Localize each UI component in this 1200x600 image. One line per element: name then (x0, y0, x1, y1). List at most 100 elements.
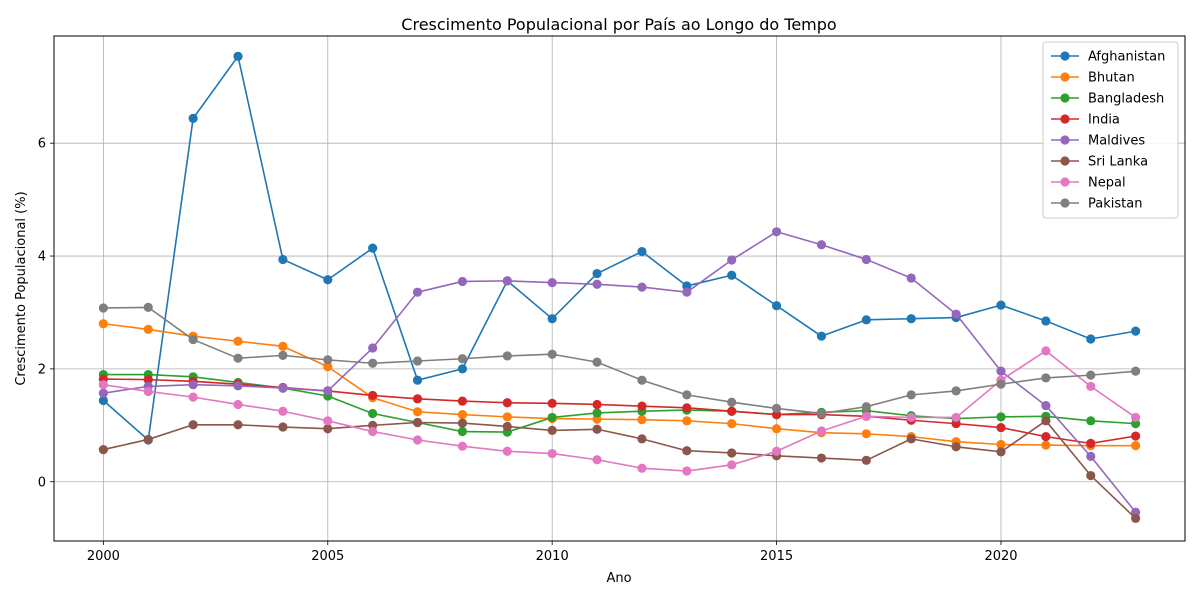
legend-label: Sri Lanka (1088, 155, 1148, 170)
data-point-afghanistan (1086, 334, 1096, 344)
data-point-bhutan (278, 341, 288, 351)
data-point-afghanistan (547, 314, 557, 324)
data-point-pakistan (278, 350, 288, 360)
data-point-nepal (412, 435, 423, 445)
data-point-bhutan (771, 424, 782, 434)
legend-swatch-marker (1060, 114, 1070, 124)
data-point-pakistan (771, 403, 782, 414)
y-axis: 0 2 4 6 (38, 137, 54, 490)
legend-item-afghanistan: Afghanistan (1051, 50, 1165, 65)
data-point-maldives (592, 279, 602, 289)
data-point-afghanistan (771, 301, 782, 311)
data-point-bhutan (1041, 440, 1051, 450)
data-point-nepal (278, 406, 288, 416)
legend-label: Bhutan (1088, 71, 1135, 86)
data-point-nepal (368, 426, 378, 437)
data-point-pakistan (996, 379, 1006, 389)
series-line-sri-lanka (103, 420, 1137, 520)
data-point-nepal (1041, 346, 1051, 356)
data-point-afghanistan (861, 315, 871, 325)
legend-swatch-marker (1060, 177, 1070, 187)
data-point-nepal (771, 446, 782, 456)
data-point-pakistan (1131, 366, 1141, 376)
data-point-bhutan (1131, 441, 1141, 451)
data-point-maldives (637, 282, 647, 292)
data-point-nepal (457, 441, 468, 451)
data-point-bhutan (412, 407, 423, 417)
series-nepal (98, 346, 1141, 476)
data-point-nepal (188, 392, 198, 402)
data-point-sri-lanka (951, 442, 961, 452)
data-point-maldives (727, 255, 737, 265)
legend-frame (1042, 41, 1179, 219)
data-point-india (143, 375, 153, 385)
y-tick-label: 2 (38, 362, 46, 377)
data-point-afghanistan (323, 275, 333, 285)
data-point-maldives (996, 366, 1006, 376)
data-point-afghanistan (637, 246, 647, 257)
data-point-pakistan (233, 353, 243, 363)
data-point-afghanistan (412, 375, 423, 385)
data-point-pakistan (143, 302, 153, 313)
data-point-maldives (502, 276, 512, 286)
data-point-afghanistan (368, 243, 378, 253)
data-point-afghanistan (592, 268, 602, 279)
legend-swatch-marker (1060, 156, 1070, 166)
legend-swatch-marker (1060, 93, 1070, 103)
series-india (98, 374, 1141, 448)
data-point-sri-lanka (637, 434, 647, 444)
series-pakistan (98, 302, 1141, 419)
data-point-afghanistan (906, 314, 916, 324)
x-tick-label: 2010 (536, 549, 569, 564)
data-point-pakistan (547, 349, 557, 359)
legend: Afghanistan Bhutan Bangladesh India Maldives… (1042, 41, 1179, 219)
data-point-nepal (98, 380, 108, 390)
data-point-sri-lanka (682, 446, 692, 456)
data-point-pakistan (816, 408, 827, 419)
data-point-afghanistan (816, 331, 827, 341)
data-point-bhutan (143, 324, 153, 335)
data-point-maldives (98, 388, 108, 398)
data-point-maldives (412, 287, 423, 297)
legend-item-maldives: Maldives (1051, 134, 1145, 149)
data-point-pakistan (727, 397, 737, 407)
legend-item-pakistan: Pakistan (1051, 197, 1142, 212)
data-point-afghanistan (1131, 326, 1141, 336)
series-line-bhutan (103, 322, 1136, 447)
x-tick-label: 2005 (311, 549, 344, 564)
y-tick-label: 4 (38, 250, 46, 265)
series-sri-lanka (98, 416, 1141, 524)
data-point-bangladesh (996, 412, 1006, 422)
data-point-maldives (771, 227, 782, 237)
data-point-pakistan (682, 390, 692, 400)
data-point-bangladesh (368, 408, 378, 419)
data-point-india (368, 390, 378, 401)
data-point-sri-lanka (98, 444, 108, 455)
data-point-sri-lanka (1131, 513, 1141, 524)
data-point-nepal (727, 460, 737, 470)
data-point-pakistan (637, 375, 647, 385)
data-point-india (996, 422, 1006, 433)
data-point-india (682, 403, 692, 413)
data-point-maldives (457, 276, 468, 287)
data-point-maldives (278, 383, 288, 393)
data-point-bhutan (98, 319, 108, 329)
data-point-maldives (1041, 400, 1051, 411)
data-point-india (1086, 438, 1096, 448)
data-point-nepal (323, 416, 333, 426)
data-point-pakistan (951, 386, 961, 396)
data-point-afghanistan (457, 364, 468, 374)
data-point-pakistan (412, 356, 423, 366)
data-point-maldives (816, 240, 827, 250)
data-point-nepal (951, 412, 961, 423)
data-point-pakistan (502, 351, 512, 361)
data-point-sri-lanka (816, 453, 827, 463)
data-point-india (592, 399, 602, 410)
series-maldives (98, 227, 1141, 517)
data-point-nepal (861, 411, 871, 421)
data-point-bhutan (996, 439, 1006, 450)
x-axis-label: Ano (606, 571, 631, 586)
series-line-bangladesh (103, 373, 1136, 433)
grid (54, 36, 1185, 541)
x-tick-label: 2020 (984, 549, 1017, 564)
